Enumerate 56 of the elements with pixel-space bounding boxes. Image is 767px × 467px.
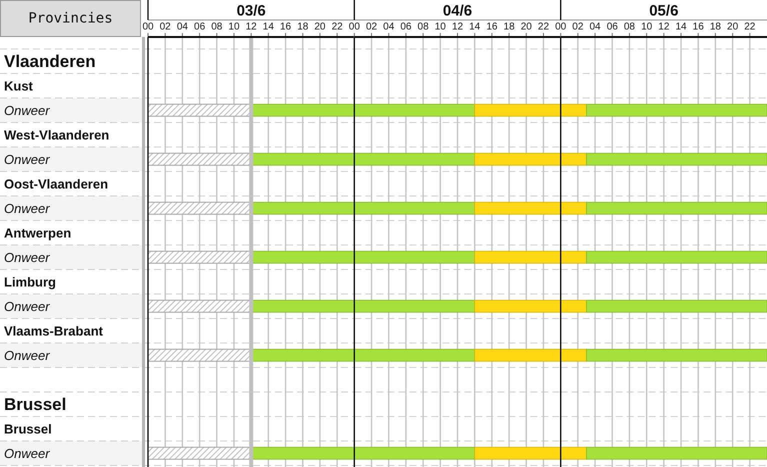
y-tick-label: Onweer xyxy=(4,200,50,216)
y-tick-label: Onweer xyxy=(4,250,50,265)
y-tick-label: West-Vlaanderen xyxy=(4,127,110,142)
x-tick-label: 00 xyxy=(555,22,567,32)
chart-title: 04/6 xyxy=(442,2,472,20)
y-tick-label: Onweer xyxy=(4,446,50,461)
y-tick-label: Onweer xyxy=(4,102,50,118)
y-tick-label: Kust xyxy=(4,78,34,94)
x-tick-label: 14 xyxy=(262,22,274,32)
x-tick-label: 10 xyxy=(641,22,653,32)
x-tick-label: 14 xyxy=(675,22,688,32)
y-tick-label: Vlaanderen xyxy=(4,52,96,71)
x-tick-label: 04 xyxy=(383,22,395,32)
x-tick-label: 06 xyxy=(400,22,412,32)
y-tick-label: Onweer xyxy=(4,152,50,167)
y-tick-label: Brussel xyxy=(4,394,66,414)
x-tick-label: 16 xyxy=(692,22,704,32)
x-tick-label: 08 xyxy=(418,22,430,32)
x-tick-label: 20 xyxy=(314,22,326,32)
x-tick-label: 06 xyxy=(606,22,618,32)
y-tick-label: Vlaams-Brabant xyxy=(4,323,104,338)
chart-title: 03/6 xyxy=(236,2,266,20)
x-tick-label: 16 xyxy=(486,22,498,32)
x-tick-label: 02 xyxy=(160,22,172,32)
x-tick-label: 04 xyxy=(176,22,188,32)
x-tick-label: 04 xyxy=(589,22,602,32)
y-tick-label: Antwerpen xyxy=(4,225,72,240)
x-tick-label: 12 xyxy=(658,22,670,32)
x-tick-label: 02 xyxy=(366,22,378,32)
x-tick-label: 06 xyxy=(194,22,206,32)
chart-title: 05/6 xyxy=(649,2,678,20)
x-tick-label: 02 xyxy=(572,22,584,32)
x-tick-label: 12 xyxy=(246,22,258,32)
y-tick-label: Oost-Vlaanderen xyxy=(4,176,108,192)
x-tick-label: 08 xyxy=(211,22,223,32)
x-tick-label: 00 xyxy=(142,22,154,32)
y-tick-label: Limburg xyxy=(4,274,56,290)
x-tick-label: 12 xyxy=(452,22,464,32)
x-tick-label: 22 xyxy=(538,22,550,32)
y-tick-label: Brussel xyxy=(4,421,52,436)
x-tick-label: 18 xyxy=(297,22,309,32)
x-tick-label: 22 xyxy=(332,22,344,32)
x-tick-label: 16 xyxy=(280,22,292,32)
x-tick-label: 18 xyxy=(710,22,722,32)
y-tick-label: Onweer xyxy=(4,348,50,363)
x-tick-label: 08 xyxy=(624,22,636,32)
x-tick-label: 00 xyxy=(348,22,360,32)
x-tick-label: 10 xyxy=(434,22,446,32)
y-axis-title: Provincies xyxy=(28,10,113,26)
x-tick-label: 14 xyxy=(469,22,481,32)
x-tick-label: 18 xyxy=(504,22,516,32)
x-tick-label: 10 xyxy=(228,22,240,32)
x-tick-label: 20 xyxy=(727,22,739,32)
x-tick-label: 20 xyxy=(520,22,532,32)
x-tick-label: 22 xyxy=(744,22,756,32)
y-tick-label: Onweer xyxy=(4,298,50,314)
